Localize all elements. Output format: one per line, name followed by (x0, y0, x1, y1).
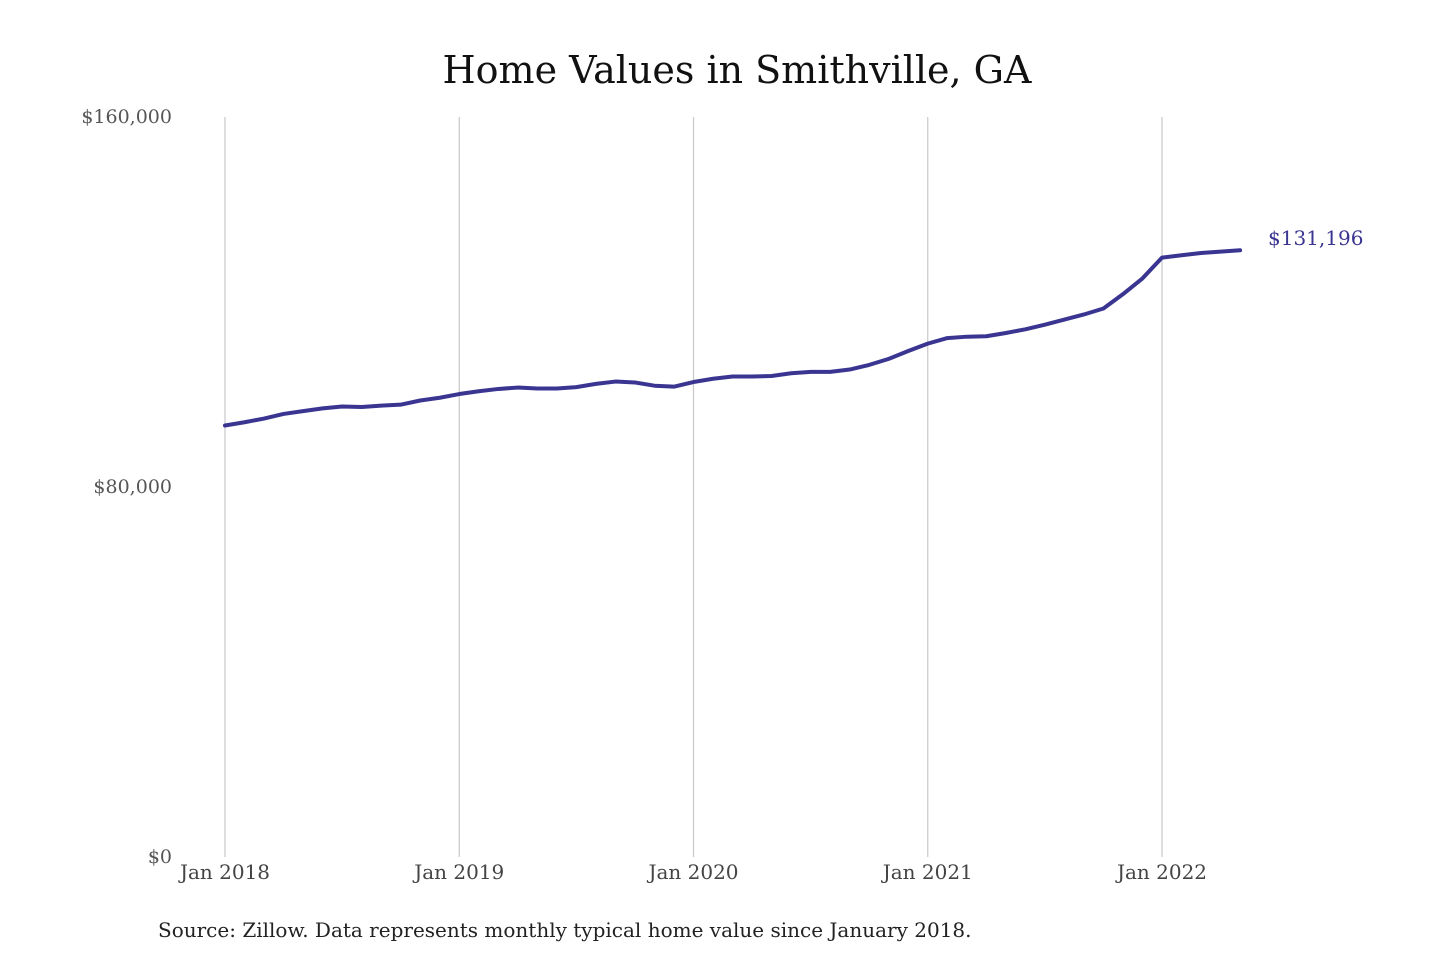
x-tick-label: Jan 2021 (881, 860, 973, 884)
series-line-1 (223, 248, 1243, 428)
y-tick-label: $80,000 (93, 476, 172, 498)
x-tick-label: Jan 2022 (1115, 860, 1207, 884)
y-tick-label: $0 (148, 846, 172, 868)
x-tick-label: Jan 2019 (412, 860, 504, 884)
x-tick-label: Jan 2018 (178, 860, 270, 884)
source-note: Source: Zillow. Data represents monthly … (158, 918, 972, 942)
y-tick-label: $160,000 (81, 106, 172, 128)
series-layer (223, 248, 1243, 428)
vertical-grid (224, 117, 1163, 857)
x-tick-label: Jan 2020 (646, 860, 738, 884)
end-value-label: $131,196 (1268, 226, 1363, 250)
y-axis-ticks: $0 $80,000 $160,000 (81, 106, 172, 868)
x-axis-ticks: Jan 2018 Jan 2019 Jan 2020 Jan 2021 Jan 2022 (178, 860, 1207, 884)
chart-title: Home Values in Smithville, GA (443, 48, 1033, 92)
